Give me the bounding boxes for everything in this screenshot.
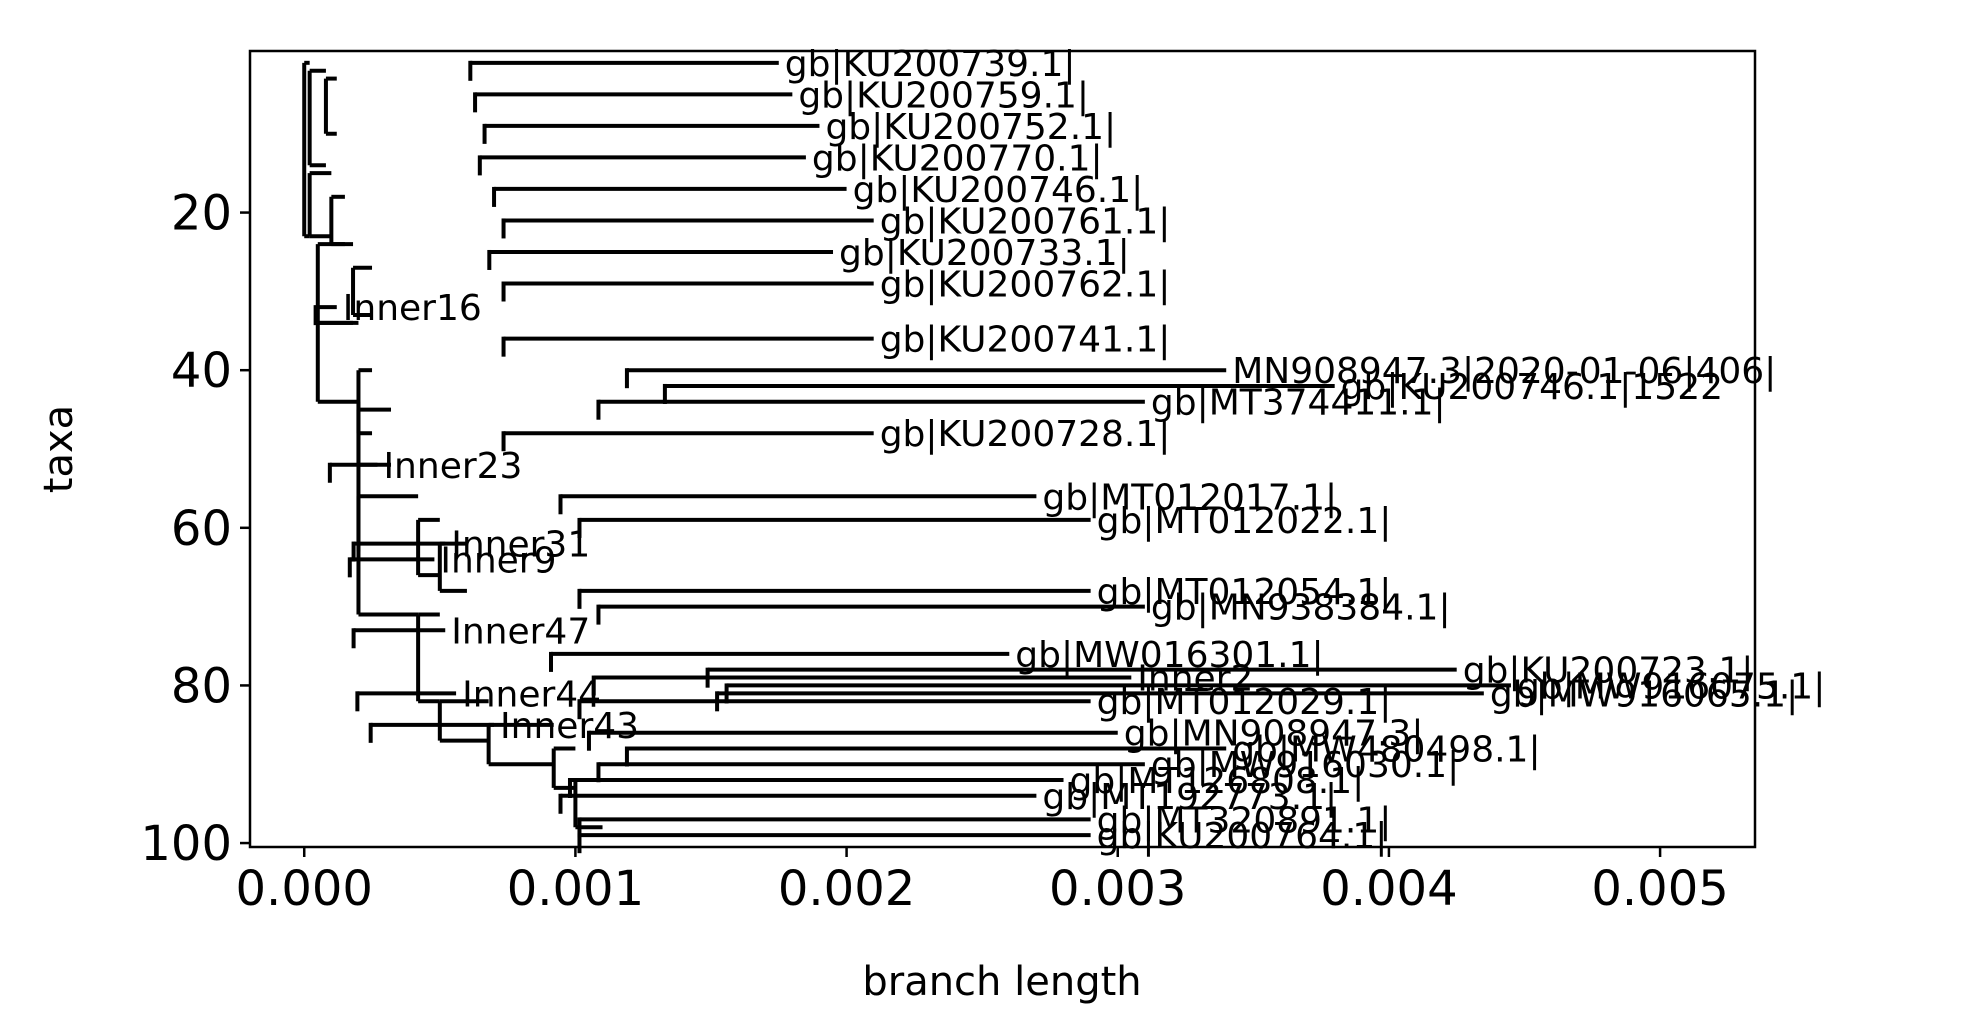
taxon-label: gb|MW916030.1| (1151, 745, 1459, 786)
y-tick-label: 100 (140, 816, 232, 872)
taxon-label: Inner9 (440, 540, 556, 581)
y-axis: 20 40 60 80 100 (140, 186, 250, 872)
taxon-label: gb|KU200728.1| (880, 414, 1171, 455)
x-tick-label: 0.002 (778, 861, 915, 917)
taxon-label: Inner23 (383, 446, 522, 487)
y-axis-label: taxa (36, 405, 82, 493)
taxon-label: gb|MT012022.1| (1097, 501, 1392, 542)
taxon-label: gb|KU200746.1| (853, 170, 1144, 211)
x-tick-label: 0.003 (1049, 861, 1186, 917)
x-axis-label: branch length (862, 959, 1141, 1005)
x-axis: 0.000 0.001 0.002 0.003 0.004 0.005 (236, 847, 1729, 917)
taxon-label: gb|MT126808.1| (1070, 761, 1365, 802)
x-tick-label: 0.005 (1591, 861, 1728, 917)
taxon-label: gb|MT012029.1| (1097, 682, 1392, 723)
plot-frame (248, 49, 1757, 849)
x-tick-label: 0.004 (1320, 861, 1457, 917)
taxon-label: Inner43 (500, 706, 639, 747)
plot-content: gb|KU200739.1|gb|KU200759.1|gb|KU200752.… (302, 44, 1825, 857)
y-tick-label: 80 (171, 658, 232, 714)
taxon-label: gb|MT320891.1| (1097, 800, 1392, 841)
taxon-label: gb|KU200762.1| (880, 264, 1171, 305)
taxon-label: gb|KU200764.1| (1097, 816, 1388, 857)
taxon-label: gb|MW916065.1| (1490, 674, 1798, 715)
taxon-label: gb|MT012054.1| (1097, 572, 1392, 613)
taxon-label: gb|KU200746.1|1522 (1341, 367, 1723, 408)
y-tick-label: 20 (171, 186, 232, 242)
taxon-label: Inner47 (451, 611, 590, 652)
taxon-label: gb|MT012017.1| (1042, 477, 1337, 518)
taxon-label: gb|KU200723.1| (1463, 651, 1754, 692)
y-tick-label: 60 (171, 501, 232, 557)
taxon-label: gb|MT374411.1| (1151, 383, 1446, 424)
x-tick-label: 0.001 (507, 861, 644, 917)
taxon-label: gb|MW480498.1| (1232, 729, 1540, 770)
taxon-label: gb|MW916075.1| (1517, 666, 1825, 707)
x-tick-label: 0.000 (236, 861, 373, 917)
taxon-label: gb|KU200770.1| (812, 138, 1103, 179)
y-tick-label: 40 (171, 343, 232, 399)
taxon-label: Inner31 (451, 525, 590, 566)
taxon-label: gb|KU200759.1| (798, 75, 1089, 116)
taxon-label: gb|KU200761.1| (880, 201, 1171, 242)
taxon-label: gb|KU200733.1| (839, 233, 1130, 274)
taxon-label: Inner16 (343, 288, 482, 329)
taxon-label: gb|MN938384.1| (1151, 588, 1451, 629)
taxon-label: gb|MT192773.1| (1042, 777, 1337, 818)
taxon-label: gb|KU200741.1| (880, 320, 1171, 361)
taxon-label: gb|KU200752.1| (825, 107, 1116, 148)
